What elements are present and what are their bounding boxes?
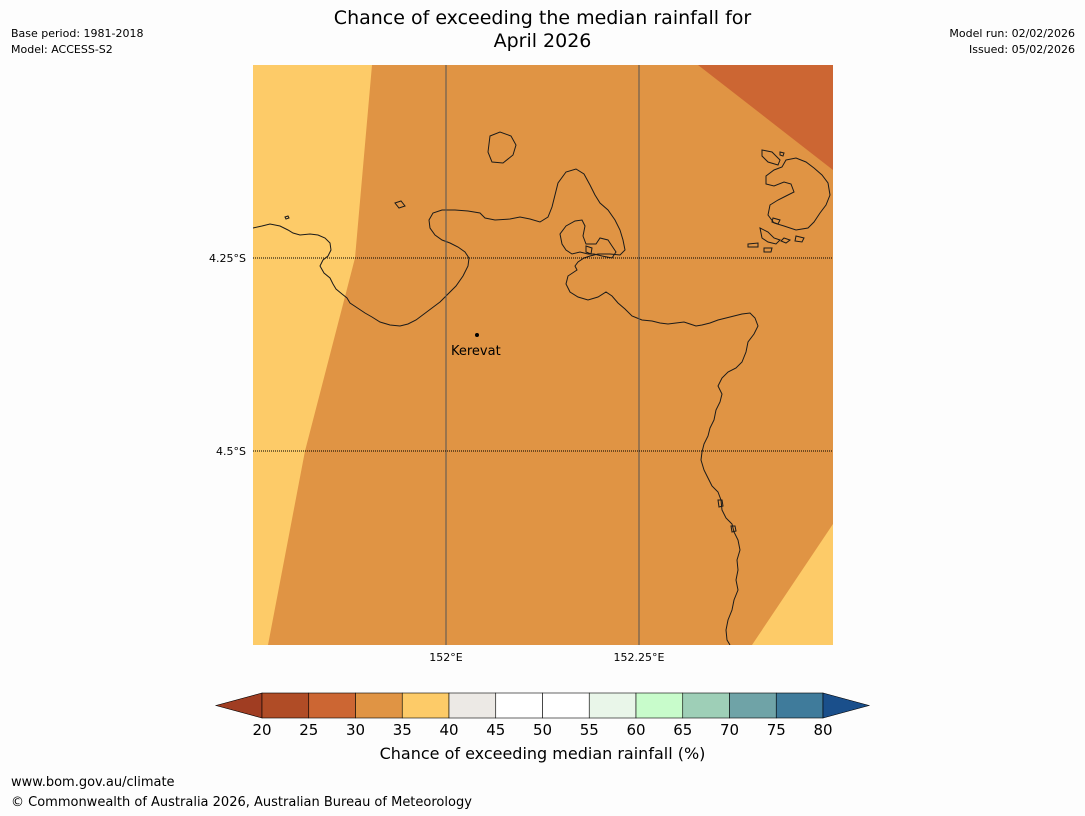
map-title: Chance of exceeding the median rainfall … — [0, 7, 1085, 53]
colorbar-swatch-40-45 — [448, 692, 497, 719]
region-35-40-southeast — [752, 524, 833, 645]
kerevat-label: Kerevat — [451, 344, 501, 359]
map-title-line2: April 2026 — [493, 30, 592, 52]
colorbar-swatch-50-55 — [542, 692, 590, 719]
lon-label-152: 152°E — [429, 651, 462, 664]
map-title-line1: Chance of exceeding the median rainfall … — [333, 7, 752, 29]
colorbar-swatch-35-40 — [401, 692, 450, 719]
model-text: Model: ACCESS-S2 — [11, 43, 113, 56]
colorbar-swatch-55-60 — [588, 692, 637, 719]
issued-text: Issued: 05/02/2026 — [968, 43, 1075, 56]
footer: www.bom.gov.au/climate © Commonwealth of… — [11, 773, 472, 813]
meridian-lines — [445, 65, 640, 645]
colorbar-tick-label: 55 — [580, 721, 599, 739]
colorbar-label: Chance of exceeding median rainfall (%) — [379, 744, 706, 763]
kerevat-marker — [475, 333, 479, 337]
colorbar-swatch-45-50 — [495, 692, 543, 719]
colorbar-extend-high — [822, 692, 871, 719]
colorbar-tick-label: 20 — [252, 721, 271, 739]
colorbar-tick-label: 70 — [720, 721, 739, 739]
colorbar-tick-label: 60 — [626, 721, 645, 739]
region-35-40-west — [253, 65, 372, 645]
lon-label-152-25: 152.25°E — [614, 651, 665, 664]
colorbar-swatch-25-30 — [308, 692, 356, 719]
colorbar-swatches — [214, 692, 871, 719]
colorbar-tick-label: 35 — [393, 721, 412, 739]
colorbar-tick-label: 25 — [299, 721, 318, 739]
footer-copyright: © Commonwealth of Australia 2026, Austra… — [11, 795, 472, 810]
meta-right: Model run: 02/02/2026 Issued: 05/02/2026 — [949, 26, 1075, 58]
model-run-text: Model run: 02/02/2026 — [949, 27, 1075, 40]
colorbar-swatch-20-25 — [261, 692, 310, 719]
colorbar-tick-label: 50 — [533, 721, 552, 739]
colorbar-tick-label: 30 — [346, 721, 365, 739]
base-period-text: Base period: 1981-2018 — [11, 27, 144, 40]
colorbar-tick-label: 80 — [813, 721, 832, 739]
lat-label-4-25: 4.25°S — [209, 252, 246, 265]
colorbar-swatch-60-65 — [635, 692, 684, 719]
meta-left: Base period: 1981-2018 Model: ACCESS-S2 — [11, 26, 143, 58]
colorbar-swatch-65-70 — [682, 692, 730, 719]
lat-label-4-5: 4.5°S — [216, 445, 246, 458]
colorbar-swatch-30-35 — [355, 692, 403, 719]
colorbar-swatch-75-80 — [775, 692, 824, 719]
colorbar-extend-low — [214, 692, 263, 719]
colorbar-swatch-70-75 — [729, 692, 777, 719]
colorbar-tick-label: 40 — [439, 721, 458, 739]
colorbar-tick-label: 65 — [673, 721, 692, 739]
parallel-lines — [253, 257, 833, 452]
colorbar-tick-label: 45 — [486, 721, 505, 739]
colorbar-ticks: 20 25 30 35 40 45 50 55 60 65 70 75 80 — [252, 721, 832, 739]
region-25-30-northeast — [698, 65, 833, 170]
footer-url: www.bom.gov.au/climate — [11, 775, 175, 790]
colorbar-tick-label: 75 — [767, 721, 786, 739]
